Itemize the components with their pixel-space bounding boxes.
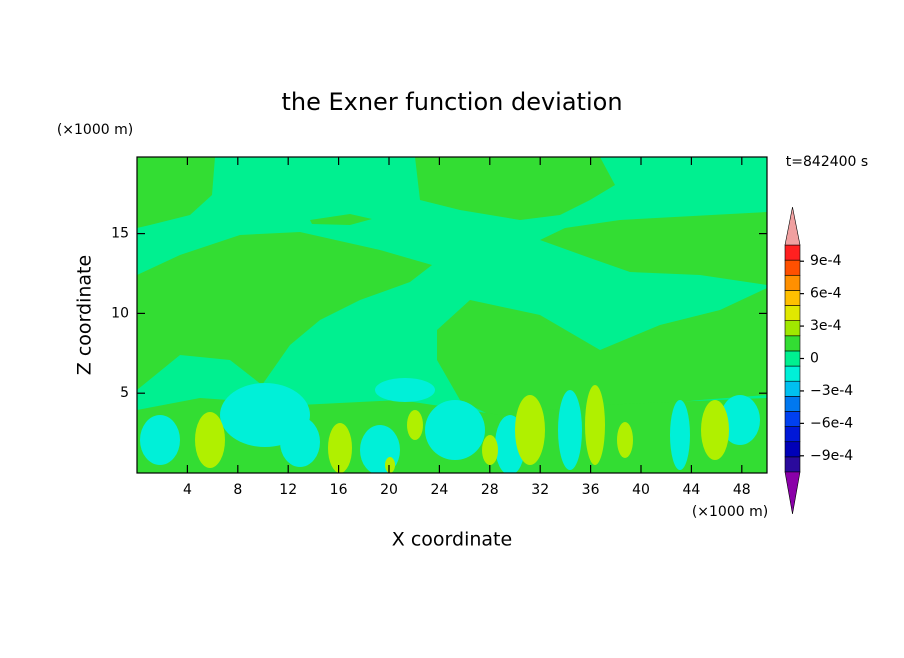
x-tick-label: 8 xyxy=(233,482,242,498)
contour-field xyxy=(137,157,767,473)
contour-region xyxy=(701,400,729,460)
contour-region xyxy=(515,395,545,465)
colorbar-box xyxy=(784,335,801,352)
contour-region xyxy=(310,214,372,225)
colorbar-tick-label: −9e-4 xyxy=(810,448,853,464)
colorbar-box xyxy=(784,396,801,412)
x-tick-label: 40 xyxy=(632,482,650,498)
contour-region xyxy=(137,157,215,228)
contour-region xyxy=(670,400,690,470)
colorbar-box xyxy=(784,350,801,367)
contour-region xyxy=(585,385,605,465)
y-tick-label: 5 xyxy=(120,385,129,401)
contour-region xyxy=(407,410,423,440)
colorbar-tick-label: 9e-4 xyxy=(810,253,842,269)
colorbar-tick-label: −6e-4 xyxy=(810,415,853,431)
colorbar-box xyxy=(784,411,801,427)
colorbar-over xyxy=(784,206,801,246)
colorbar-box xyxy=(784,259,801,276)
contour-region xyxy=(540,212,767,285)
colorbar-box xyxy=(784,441,801,458)
y-tick-label: 15 xyxy=(111,226,129,242)
colorbar-tick-label: 3e-4 xyxy=(810,318,842,334)
colorbar-box xyxy=(784,244,801,261)
colorbar-box xyxy=(784,305,801,321)
contour-region xyxy=(375,378,435,402)
x-tick-label: 36 xyxy=(582,482,600,498)
plot-frame xyxy=(136,156,768,474)
colorbar-box xyxy=(784,274,801,291)
y-unit-label: (×1000 m) xyxy=(57,122,133,138)
contour-region xyxy=(482,435,498,465)
x-tick-label: 28 xyxy=(481,482,499,498)
contour-region xyxy=(720,395,760,445)
colorbar-box xyxy=(784,426,801,443)
colorbar-tick-label: 0 xyxy=(810,351,819,367)
contour-region xyxy=(328,423,352,473)
contour-region xyxy=(195,412,225,468)
colorbar-box xyxy=(784,380,801,397)
contour-region xyxy=(137,232,432,390)
x-tick-label: 44 xyxy=(682,482,700,498)
x-tick-label: 4 xyxy=(183,482,192,498)
annotation: t=842400 s xyxy=(786,154,868,170)
x-tick-label: 24 xyxy=(430,482,448,498)
colorbar-tick-label: 6e-4 xyxy=(810,286,842,302)
colorbar-tick-label: −3e-4 xyxy=(810,383,853,399)
x-axis-label: X coordinate xyxy=(392,529,512,551)
contour-region xyxy=(437,288,767,420)
y-axis-label: Z coordinate xyxy=(74,255,96,375)
x-tick-label: 32 xyxy=(531,482,549,498)
contour-region xyxy=(558,390,582,470)
x-tick-label: 20 xyxy=(380,482,398,498)
colorbar-under xyxy=(784,471,801,515)
y-tick-label: 10 xyxy=(111,305,129,321)
contour-region xyxy=(415,157,615,220)
contour-region xyxy=(280,417,320,467)
colorbar-box xyxy=(784,320,801,337)
x-tick-label: 16 xyxy=(330,482,348,498)
contour-region xyxy=(425,400,485,460)
colorbar-box xyxy=(784,290,801,306)
colorbar-box xyxy=(784,365,801,382)
contour-region xyxy=(385,457,395,473)
x-tick-label: 48 xyxy=(733,482,751,498)
contour-region xyxy=(140,415,180,465)
x-tick-label: 12 xyxy=(279,482,297,498)
contour-region xyxy=(617,422,633,458)
chart-title: the Exner function deviation xyxy=(281,88,622,116)
colorbar-box xyxy=(784,456,801,473)
x-unit-label: (×1000 m) xyxy=(692,504,768,520)
